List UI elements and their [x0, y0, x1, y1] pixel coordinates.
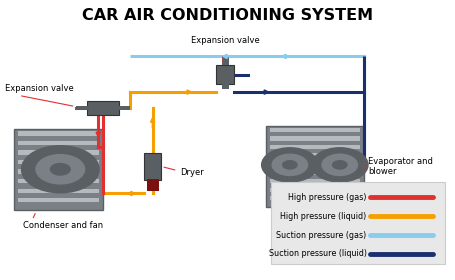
Bar [144, 153, 161, 180]
Bar [222, 56, 229, 66]
Bar [14, 129, 103, 210]
Bar [270, 196, 360, 200]
Bar [18, 150, 99, 155]
Bar [222, 83, 229, 89]
Bar [147, 179, 158, 191]
Text: Expansion valve: Expansion valve [191, 36, 260, 45]
Text: High pressure (gas): High pressure (gas) [288, 193, 367, 202]
Bar [18, 132, 99, 136]
Circle shape [332, 160, 348, 170]
Circle shape [261, 147, 319, 183]
Bar [216, 66, 234, 84]
Text: Suction pressure (liquid): Suction pressure (liquid) [268, 249, 367, 258]
Text: Evaporator and
blower: Evaporator and blower [368, 157, 433, 176]
Bar [76, 106, 88, 110]
Circle shape [21, 145, 100, 193]
Circle shape [282, 160, 298, 170]
Bar [270, 145, 360, 149]
Circle shape [50, 163, 71, 176]
Bar [18, 198, 99, 202]
Bar [270, 179, 360, 183]
Bar [270, 136, 360, 141]
Text: Dryer: Dryer [180, 167, 204, 177]
Text: CAR AIR CONDITIONING SYSTEM: CAR AIR CONDITIONING SYSTEM [82, 8, 373, 23]
Bar [270, 171, 360, 174]
Bar [270, 153, 360, 158]
Bar [18, 160, 99, 164]
Circle shape [272, 153, 308, 176]
Text: Suction pressure (gas): Suction pressure (gas) [276, 230, 367, 239]
Bar [119, 106, 130, 110]
Circle shape [321, 153, 358, 176]
Text: Condenser and fan: Condenser and fan [23, 221, 103, 230]
Bar [87, 101, 119, 115]
Bar [270, 128, 360, 132]
Circle shape [35, 154, 85, 185]
Bar [266, 126, 364, 207]
Bar [270, 188, 360, 192]
Bar [18, 169, 99, 174]
Bar [18, 188, 99, 193]
Bar [18, 179, 99, 183]
Circle shape [311, 147, 369, 183]
Bar [18, 141, 99, 145]
Text: Expansion valve: Expansion valve [5, 84, 74, 93]
Text: High pressure (liquid): High pressure (liquid) [280, 212, 367, 221]
Bar [271, 182, 445, 264]
Bar [270, 162, 360, 166]
